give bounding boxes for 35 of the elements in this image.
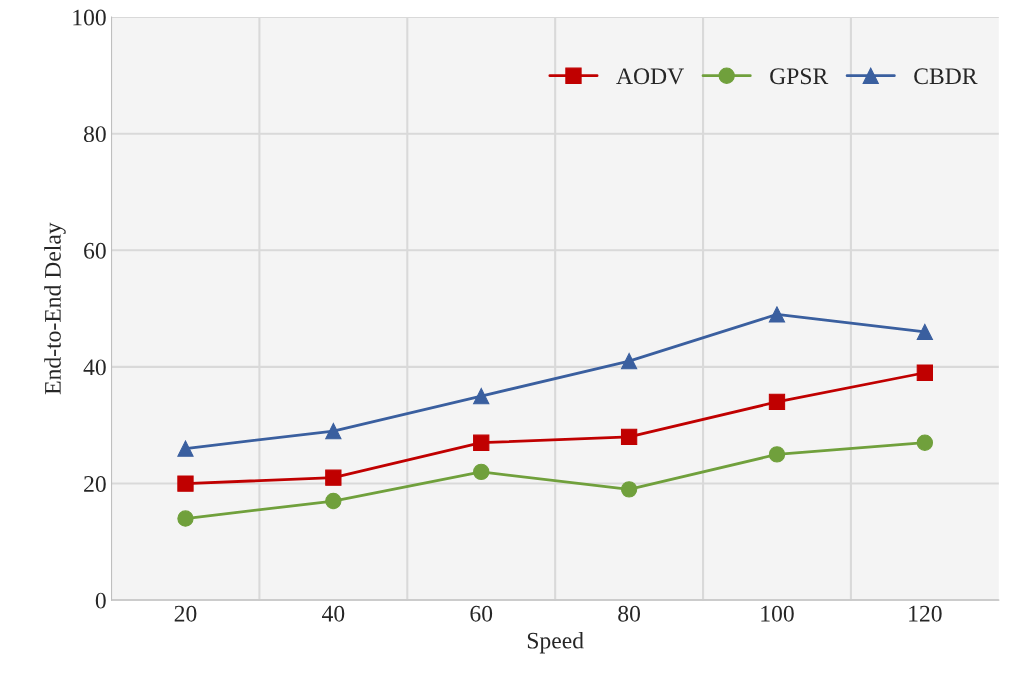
legend-label: AODV: [616, 68, 684, 85]
point: [473, 434, 490, 451]
x-tick-label: 40: [322, 605, 345, 622]
x-axis-title: Speed: [527, 631, 584, 654]
y-axis-title: End-to-End Delay: [44, 222, 66, 395]
x-tick-label: 60: [470, 605, 493, 622]
point: [473, 387, 490, 405]
point: [325, 492, 342, 510]
point: [177, 475, 194, 492]
point: [620, 481, 638, 498]
x-tick-label: 20: [174, 605, 197, 622]
point: [768, 393, 786, 411]
legend-label: GPSR: [770, 68, 829, 85]
point: [620, 428, 638, 446]
point: [177, 510, 194, 527]
point: [177, 440, 194, 457]
y-tick-label: 100: [73, 9, 106, 26]
point: [768, 446, 786, 463]
y-tick-label: 0: [95, 592, 106, 609]
legend-label: CBDR: [914, 68, 978, 85]
y-tick-label: 60: [84, 242, 106, 259]
x-tick-label: 80: [618, 605, 641, 622]
point: [768, 306, 786, 323]
point: [916, 434, 934, 451]
x-tick-label: 100: [761, 605, 794, 622]
point: [473, 463, 490, 481]
point: [916, 364, 934, 381]
point: [620, 352, 638, 370]
y-tick-label: 80: [83, 126, 106, 143]
y-tick-label: 40: [83, 359, 106, 376]
point: [325, 422, 342, 440]
y-tick-label: 20: [84, 476, 106, 492]
x-tick-label: 120: [909, 605, 942, 622]
point: [325, 469, 342, 486]
point: [916, 323, 934, 341]
